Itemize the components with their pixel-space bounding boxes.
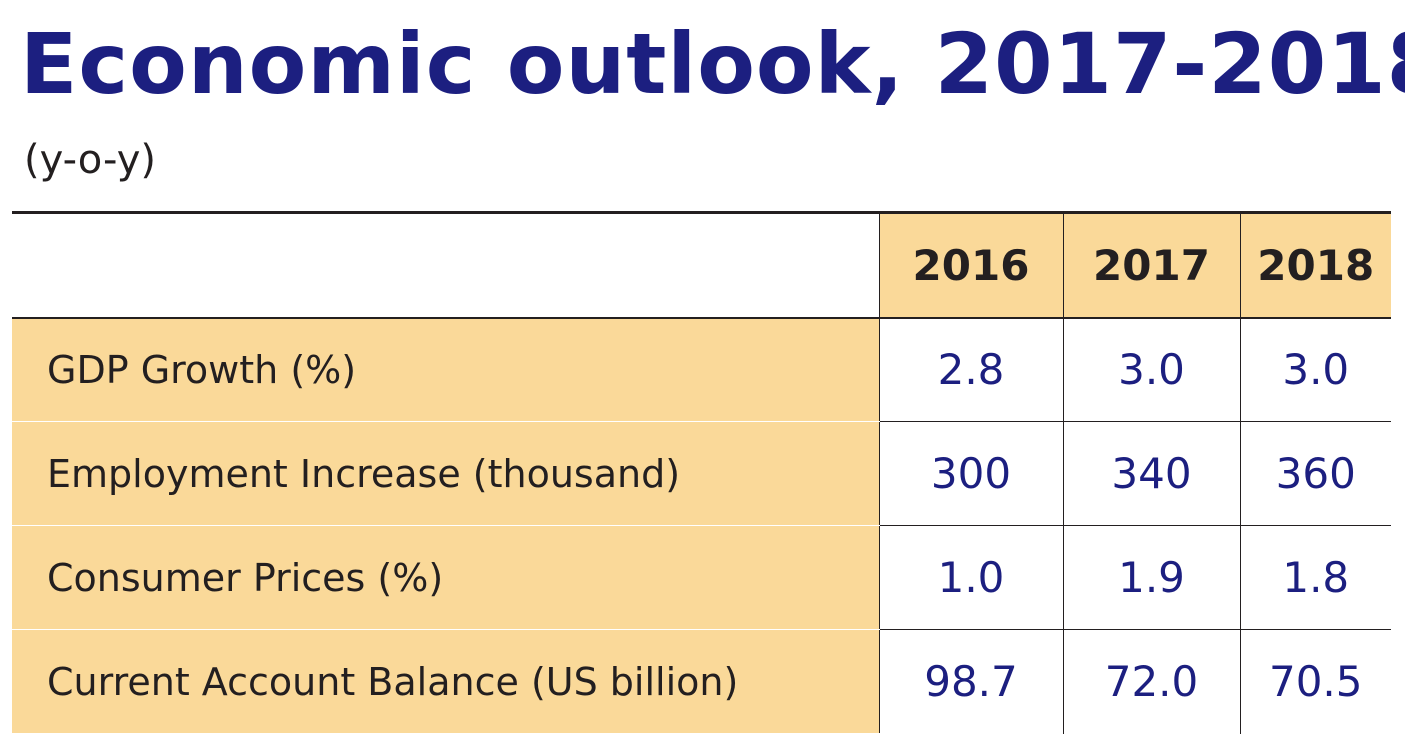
table-cell: 1.0	[878, 525, 1063, 630]
table-row: Current Account Balance (US billion) 98.…	[12, 629, 1391, 734]
table-row: Employment Increase (thousand) 300 340 3…	[12, 421, 1391, 526]
table-cell: 72.0	[1062, 629, 1240, 734]
table-row: GDP Growth (%) 2.8 3.0 3.0	[12, 317, 1391, 422]
row-label-consumer-prices: Consumer Prices (%)	[12, 525, 879, 630]
row-label-current-account-balance: Current Account Balance (US billion)	[12, 629, 879, 734]
table-cell: 1.8	[1239, 525, 1391, 630]
table-cell: 70.5	[1239, 629, 1391, 734]
table-cell: 2.8	[878, 317, 1063, 422]
column-header-2017: 2017	[1062, 211, 1240, 319]
chart-title: Economic outlook, 2017-2018	[20, 15, 1405, 113]
column-header-2016: 2016	[878, 211, 1063, 319]
column-header-2018: 2018	[1239, 211, 1391, 319]
table-cell: 360	[1239, 421, 1391, 526]
table-row: Consumer Prices (%) 1.0 1.9 1.8	[12, 525, 1391, 630]
table-cell: 300	[878, 421, 1063, 526]
header-row: 2016 2017 2018	[12, 211, 1391, 319]
chart-subtitle: (y-o-y)	[24, 137, 156, 183]
row-label-employment-increase: Employment Increase (thousand)	[12, 421, 879, 526]
outlook-table: 2016 2017 2018 GDP Growth (%) 2.8 3.0 3.…	[12, 211, 1391, 734]
table-cell: 3.0	[1239, 317, 1391, 422]
table-cell: 98.7	[878, 629, 1063, 734]
corner-cell	[12, 211, 879, 319]
table-cell: 1.9	[1062, 525, 1240, 630]
table-cell: 340	[1062, 421, 1240, 526]
table-cell: 3.0	[1062, 317, 1240, 422]
row-label-gdp-growth: GDP Growth (%)	[12, 317, 879, 422]
